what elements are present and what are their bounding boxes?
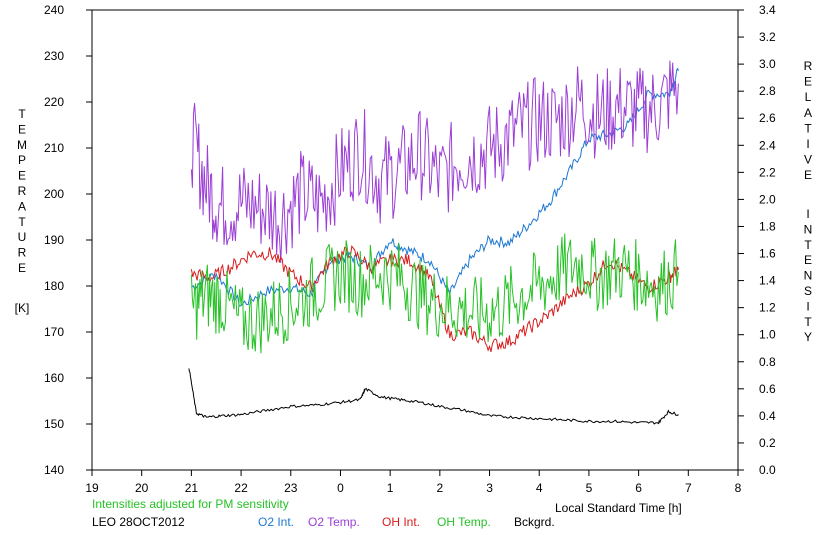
y-left-title-letter: R: [18, 184, 27, 198]
y-right-title-letter: E: [804, 168, 812, 182]
y-left-tick-label: 160: [44, 371, 64, 385]
y-left-tick-label: 150: [44, 417, 64, 431]
y-right-tick-label: 2.6: [759, 111, 776, 125]
y-right-title-letter: N: [804, 222, 813, 236]
x-tick-label: 7: [685, 481, 692, 495]
y-axis-left: 140 150 160 170 180 190 200 210 220 230 240: [44, 3, 92, 477]
x-tick-label: 20: [135, 481, 149, 495]
y-right-title-letter: I: [806, 299, 809, 313]
series-layer: [188, 60, 679, 425]
y-left-title-letter: E: [18, 122, 26, 136]
x-tick-label: 22: [234, 481, 248, 495]
y-right-tick-label: 1.6: [759, 247, 776, 261]
y-right-tick-label: 0.4: [759, 409, 776, 423]
y-right-tick-label: 0.2: [759, 436, 776, 450]
y-left-tick-label: 220: [44, 95, 64, 109]
y-left-title-letter: T: [18, 215, 26, 229]
y-left-title-letter: E: [18, 261, 26, 275]
y-right-tick-label: 3.4: [759, 3, 776, 17]
series-o2-int-line: [191, 67, 679, 307]
x-tick-label: 3: [486, 481, 493, 495]
y-right-title-letter: S: [804, 284, 812, 298]
y-right-tick-label: 2.2: [759, 165, 776, 179]
y-left-tick-label: 200: [44, 187, 64, 201]
y-left-tick-label: 190: [44, 233, 64, 247]
legend-entry: Bckgrd.: [514, 515, 555, 529]
x-tick-label: 2: [437, 481, 444, 495]
series-oh-int-line: [190, 245, 679, 352]
y-right-title-letter: R: [804, 59, 813, 73]
y-left-title-letter: M: [17, 138, 27, 152]
legend-entry: OH Temp.: [437, 515, 491, 529]
y-right-tick-label: 3.0: [759, 57, 776, 71]
y-right-title-letter: I: [806, 137, 809, 151]
x-tick-label: 4: [536, 481, 543, 495]
x-tick-label: 5: [586, 481, 593, 495]
y-left-title-letter: R: [18, 246, 27, 260]
y-right-tick-label: 0.8: [759, 355, 776, 369]
legend-entry: O2 Temp.: [308, 515, 360, 529]
series-o2-temp-line: [190, 60, 679, 264]
x-tick-label: 0: [337, 481, 344, 495]
y-right-title-letter: V: [804, 153, 812, 167]
y-right-tick-label: 0.0: [759, 463, 776, 477]
y-left-title-letter: P: [18, 153, 26, 167]
y-right-title-letter: I: [806, 207, 809, 221]
x-tick-label: 21: [185, 481, 199, 495]
y-right-title-letter: N: [804, 269, 813, 283]
y-right-title-letter: A: [804, 106, 812, 120]
x-tick-label: 1: [387, 481, 394, 495]
location-date-label: LEO 28OCT2012: [92, 515, 185, 529]
y-right-tick-label: 2.4: [759, 138, 776, 152]
y-right-tick-label: 2.8: [759, 84, 776, 98]
y-right-tick-label: 1.2: [759, 301, 776, 315]
y-right-tick-label: 1.0: [759, 328, 776, 342]
y-right-title-letter: Y: [804, 330, 812, 344]
y-right-title-letter: T: [804, 238, 812, 252]
series-bckgrd-line: [188, 368, 679, 425]
y-right-tick-label: 0.6: [759, 382, 776, 396]
y-left-title-letter: U: [18, 230, 27, 244]
x-tick-label: 6: [635, 481, 642, 495]
y-left-tick-label: 180: [44, 279, 64, 293]
y-left-tick-label: 170: [44, 325, 64, 339]
y-right-tick-label: 1.4: [759, 274, 776, 288]
y-right-tick-label: 1.8: [759, 219, 776, 233]
legend: O2 Int. O2 Temp. OH Int. OH Temp. Bckgrd.: [258, 515, 555, 529]
x-tick-label: 23: [284, 481, 298, 495]
chart-note: Intensities adjusted for PM sensitivity: [92, 497, 289, 511]
y-left-unit: [K]: [15, 301, 30, 315]
y-axis-right: 0.0 0.2 0.4 0.6 0.8 1.0 1.2 1.4 1.6 1.8 2.0 2.2 2.4 2…: [738, 3, 776, 477]
y-right-tick-label: 2.0: [759, 192, 776, 206]
y-left-tick-label: 210: [44, 141, 64, 155]
y-left-tick-label: 230: [44, 49, 64, 63]
y-right-title-letter: E: [804, 75, 812, 89]
y-left-tick-label: 140: [44, 463, 64, 477]
y-left-tick-label: 240: [44, 3, 64, 17]
y-left-title-letter: A: [18, 199, 26, 213]
series-oh-temp-line: [190, 233, 679, 354]
y-right-title-letter: L: [805, 90, 812, 104]
x-tick-label: 19: [85, 481, 99, 495]
y-left-title-letter: E: [18, 169, 26, 183]
legend-entry: OH Int.: [382, 515, 420, 529]
x-tick-label: 8: [735, 481, 742, 495]
y-right-tick-label: 3.2: [759, 30, 776, 44]
x-axis: 19 20 21 22 23 0 1 2 3 4 5 6 7 8: [85, 470, 742, 495]
x-axis-title: Local Standard Time [h]: [555, 501, 682, 515]
y-left-title-letter: T: [18, 107, 26, 121]
legend-entry: O2 Int.: [258, 515, 294, 529]
y-right-title-letter: T: [804, 315, 812, 329]
y-right-title-letter: E: [804, 253, 812, 267]
y-right-title-letter: T: [804, 121, 812, 135]
